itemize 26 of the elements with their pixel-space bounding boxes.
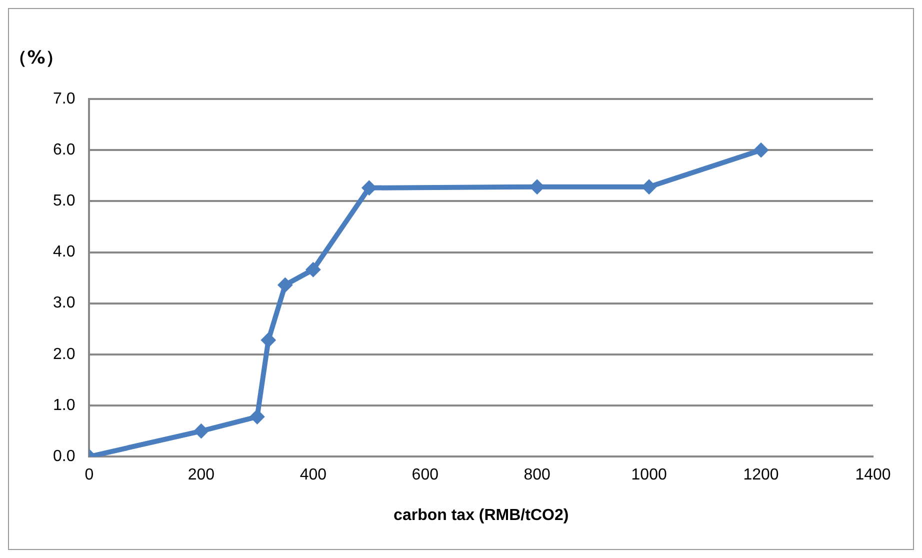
y-tick-label: 0.0: [52, 448, 76, 466]
point: [260, 332, 276, 348]
y-tick-label: 3.0: [52, 294, 76, 312]
y-tick-label: 4.0: [52, 244, 76, 261]
y-axis-title: （%）: [9, 48, 64, 69]
point: [362, 180, 377, 196]
point: [194, 424, 209, 439]
point: [250, 409, 265, 424]
x-axis-title: carbon tax (RMB/tCO2): [394, 506, 569, 524]
x-tick-label: 1200: [743, 466, 779, 484]
point: [642, 179, 657, 194]
point: [306, 262, 321, 278]
x-tick-label: 800: [524, 466, 551, 484]
point: [754, 142, 769, 158]
point: [278, 277, 293, 292]
x-tick-label: 0: [84, 466, 94, 484]
x-tick-label: 600: [412, 466, 439, 484]
y-tick-label: 5.0: [52, 192, 76, 210]
x-tick-label: 1000: [631, 466, 667, 484]
x-tick-label: 400: [300, 466, 327, 484]
y-tick-label: 7.0: [52, 90, 76, 108]
y-tick-label: 2.0: [52, 346, 76, 363]
x-tick-label: 1400: [855, 466, 891, 484]
x-tick-label: 200: [188, 466, 215, 484]
y-tick-label: 1.0: [52, 396, 76, 414]
y-tick-label: 6.0: [52, 141, 76, 158]
